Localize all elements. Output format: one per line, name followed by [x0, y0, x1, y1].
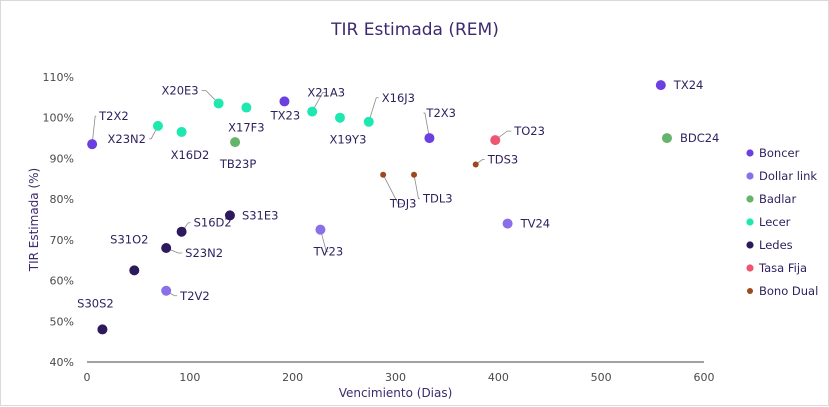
point-label: X20E3 [162, 83, 199, 97]
point-label: X16D2 [171, 148, 210, 162]
point-label: TV23 [313, 245, 344, 259]
point-bdc24[interactable] [661, 133, 672, 144]
y-tick-label: 80% [50, 193, 74, 206]
leader-line [423, 112, 430, 139]
point-label: S31E3 [242, 208, 279, 222]
point-x23n2[interactable] [152, 120, 163, 131]
y-tick-label: 40% [50, 356, 74, 369]
point-label: T2V2 [179, 289, 210, 303]
legend-marker [746, 195, 754, 203]
y-axis-ticks: 40% 50% 60% 70% 80% 90% 100% 110% [43, 71, 74, 369]
point-label: X19Y3 [330, 133, 367, 147]
point-label: T2X2 [98, 109, 129, 123]
x-tick-label: 500 [591, 371, 612, 384]
data-points: T2X2 TX23 T2X3 TX24 T2V2 TV23 TV24 TB23P BDC24 X2… [77, 78, 719, 335]
point-s31e3[interactable] [224, 210, 235, 221]
leader-line [382, 174, 404, 205]
point-label: TDJ3 [389, 197, 417, 211]
point-s30s2[interactable] [97, 324, 108, 335]
point-tb23p[interactable] [230, 137, 241, 148]
x-tick-label: 300 [385, 371, 406, 384]
point-label: S23N2 [185, 246, 223, 260]
x-tick-label: 600 [694, 371, 715, 384]
point-label: TDS3 [487, 153, 518, 167]
x-tick-label: 0 [84, 371, 91, 384]
point-label: TX23 [270, 108, 301, 122]
legend-label: Dollar link [759, 169, 817, 183]
y-tick-label: 70% [50, 234, 74, 247]
point-tv24[interactable] [502, 218, 513, 229]
point-x16d2[interactable] [176, 126, 187, 137]
point-s23n2[interactable] [161, 243, 172, 253]
y-tick-label: 110% [43, 71, 74, 84]
point-label: X16J3 [382, 91, 415, 105]
point-label: X23N2 [108, 132, 146, 146]
legend-marker [746, 218, 754, 226]
point-label: TO23 [513, 124, 545, 138]
point-label: BDC24 [680, 131, 719, 145]
point-label: S16D2 [194, 216, 232, 230]
y-tick-label: 100% [43, 112, 74, 125]
point-tds3[interactable] [472, 161, 479, 168]
y-axis-label: TIR Estimada (%) [27, 168, 41, 273]
point-tv23[interactable] [315, 224, 326, 235]
point-tx24[interactable] [655, 80, 666, 91]
point-t2v2[interactable] [161, 285, 172, 296]
point-s16d2[interactable] [176, 226, 187, 237]
point-x21a3[interactable] [307, 106, 318, 117]
leader-line [368, 97, 379, 122]
legend-label: Tasa Fija [758, 261, 807, 275]
leader-line [91, 115, 97, 145]
point-tdl3[interactable] [411, 171, 418, 178]
x-tick-label: 200 [282, 371, 303, 384]
legend-marker [746, 149, 754, 157]
point-label: TDL3 [422, 192, 453, 206]
legend-label: Ledes [759, 238, 793, 252]
legend: Boncer Dollar link Badlar Lecer Ledes Tasa Fi… [746, 146, 818, 298]
point-label: TB23P [219, 157, 257, 171]
point-label: TX24 [673, 78, 704, 92]
point-t2x3[interactable] [424, 133, 435, 144]
point-label: X17F3 [228, 121, 264, 135]
y-tick-label: 50% [50, 315, 74, 328]
legend-marker [746, 241, 754, 249]
point-x17f3[interactable] [241, 102, 252, 113]
point-x19y3[interactable] [334, 112, 345, 123]
point-x16j3[interactable] [363, 116, 374, 127]
legend-marker [747, 288, 753, 294]
leader-line [413, 174, 421, 200]
chart-title: TIR Estimada (REM) [330, 20, 499, 40]
point-s31o2[interactable] [129, 265, 140, 276]
legend-marker [746, 264, 754, 272]
x-tick-label: 400 [488, 371, 509, 384]
point-label: X21A3 [307, 86, 345, 100]
leader-line [201, 90, 219, 104]
y-tick-label: 60% [50, 275, 74, 288]
point-label: S31O2 [110, 232, 148, 246]
y-tick-label: 90% [50, 152, 74, 165]
point-t2x2[interactable] [87, 139, 98, 150]
x-tick-label: 100 [179, 371, 200, 384]
leader-line [311, 92, 327, 112]
legend-label: Badlar [759, 192, 796, 206]
x-axis-label: Vencimiento (Dias) [339, 386, 453, 400]
point-label: S30S2 [77, 296, 114, 310]
point-label: TV24 [520, 217, 551, 231]
point-label: T2X3 [425, 106, 456, 120]
legend-marker [746, 172, 754, 180]
point-tdj3[interactable] [380, 171, 387, 178]
point-x20e3[interactable] [213, 98, 224, 109]
legend-label: Bono Dual [759, 284, 818, 298]
point-to23[interactable] [490, 135, 501, 146]
legend-label: Lecer [759, 215, 791, 229]
legend-label: Boncer [759, 146, 800, 160]
point-tx23[interactable] [279, 96, 290, 107]
x-axis-ticks: 0 100 200 300 400 500 600 [84, 371, 715, 384]
leader-line [320, 229, 329, 253]
